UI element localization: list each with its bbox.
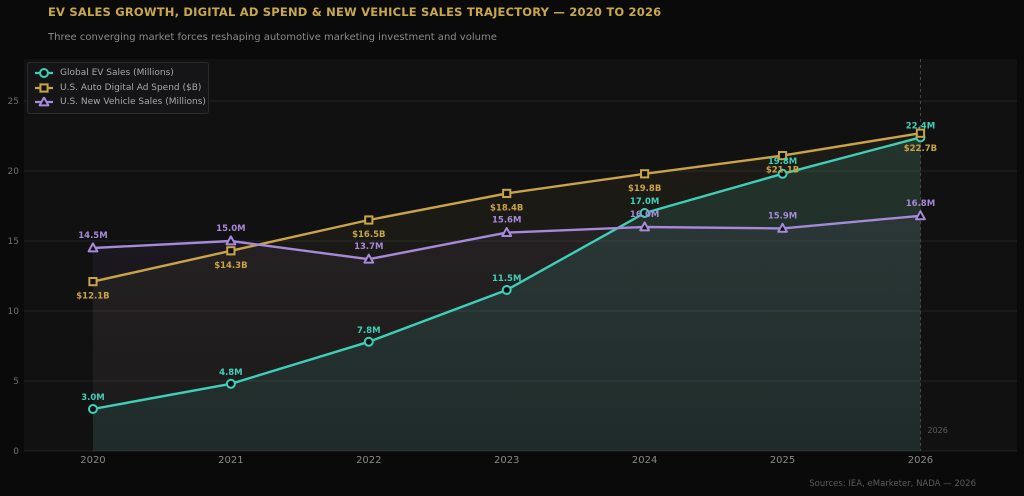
data-label: $12.1B xyxy=(76,292,109,302)
data-label: $19.8B xyxy=(628,184,661,194)
data-point xyxy=(639,208,650,218)
x-tick-label: 2021 xyxy=(218,455,243,466)
data-label: 3.0M xyxy=(81,393,105,403)
data-label: 16.8M xyxy=(906,199,935,209)
data-label: 4.8M xyxy=(219,368,243,378)
data-label: 15.6M xyxy=(492,216,521,226)
data-label: $16.5B xyxy=(352,230,385,240)
data-point xyxy=(363,253,375,264)
data-point xyxy=(88,277,98,287)
data-point xyxy=(915,128,926,138)
data-label: 17.0M xyxy=(630,197,659,207)
data-label: 22.4M xyxy=(906,121,935,131)
data-point xyxy=(87,404,98,414)
data-point xyxy=(87,242,99,253)
source-note: Sources: IEA, eMarketer, NADA — 2026 xyxy=(809,479,976,489)
data-label: 15.9M xyxy=(768,211,797,221)
legend-swatch xyxy=(35,68,53,79)
data-label: 15.0M xyxy=(216,224,245,234)
data-point xyxy=(640,169,650,179)
legend-item: U.S. New Vehicle Sales (Millions) xyxy=(34,95,206,110)
legend-label: Global EV Sales (Millions) xyxy=(60,68,174,79)
y-tick-label: 15 xyxy=(8,237,19,247)
y-tick-label: 25 xyxy=(8,97,19,107)
data-point xyxy=(226,246,236,256)
data-point xyxy=(639,221,651,232)
data-label: 16.0M xyxy=(630,210,659,220)
legend-marker xyxy=(39,83,49,93)
data-label: $18.4B xyxy=(490,203,523,213)
data-label: $21.1B xyxy=(766,166,799,176)
chart-title: EV SALES GROWTH, DIGITAL AD SPEND & NEW … xyxy=(48,5,662,19)
data-point xyxy=(777,151,788,161)
data-label: 11.5M xyxy=(492,274,521,284)
legend-label: U.S. New Vehicle Sales (Millions) xyxy=(60,97,206,108)
legend-marker xyxy=(38,97,50,107)
legend-label: U.S. Auto Digital Ad Spend ($B) xyxy=(60,82,202,93)
data-label: 13.7M xyxy=(354,242,383,252)
data-label: 19.8M xyxy=(768,157,797,167)
y-tick-label: 10 xyxy=(8,307,20,317)
x-tick-label: 2026 xyxy=(908,455,933,466)
legend-marker xyxy=(39,68,49,79)
data-point xyxy=(225,235,237,246)
x-tick-label: 2022 xyxy=(356,455,381,466)
legend-swatch xyxy=(35,83,53,93)
x-tick-label: 2020 xyxy=(80,455,105,466)
data-point xyxy=(501,285,512,295)
data-point xyxy=(777,168,788,179)
data-label: 14.5M xyxy=(78,231,107,241)
chart-subtitle: Three converging market forces reshaping… xyxy=(48,32,497,43)
data-label: $22.7B xyxy=(904,144,937,154)
data-point xyxy=(502,188,512,199)
data-point xyxy=(225,378,236,389)
legend-swatch xyxy=(35,97,53,107)
legend-item: Global EV Sales (Millions) xyxy=(34,66,202,81)
chart-legend: Global EV Sales (Millions) U.S. Auto Digi… xyxy=(27,62,209,114)
x-tick-label: 2024 xyxy=(632,455,657,466)
x-tick-label: 2025 xyxy=(770,455,795,466)
legend-item: U.S. Auto Digital Ad Spend ($B) xyxy=(34,81,202,96)
x-tick-label: 2023 xyxy=(494,455,519,466)
y-tick-label: 20 xyxy=(8,167,20,177)
data-point xyxy=(915,210,926,221)
data-label: 7.8M xyxy=(357,326,381,336)
y-tick-label: 5 xyxy=(13,377,19,387)
data-point xyxy=(364,215,374,225)
annotation-label: 2026 xyxy=(927,426,947,435)
series-area xyxy=(92,215,921,451)
data-point xyxy=(501,227,513,237)
data-point xyxy=(777,222,788,233)
data-point xyxy=(363,336,374,347)
data-label: $14.3B xyxy=(214,261,247,271)
y-tick-label: 0 xyxy=(13,447,19,457)
